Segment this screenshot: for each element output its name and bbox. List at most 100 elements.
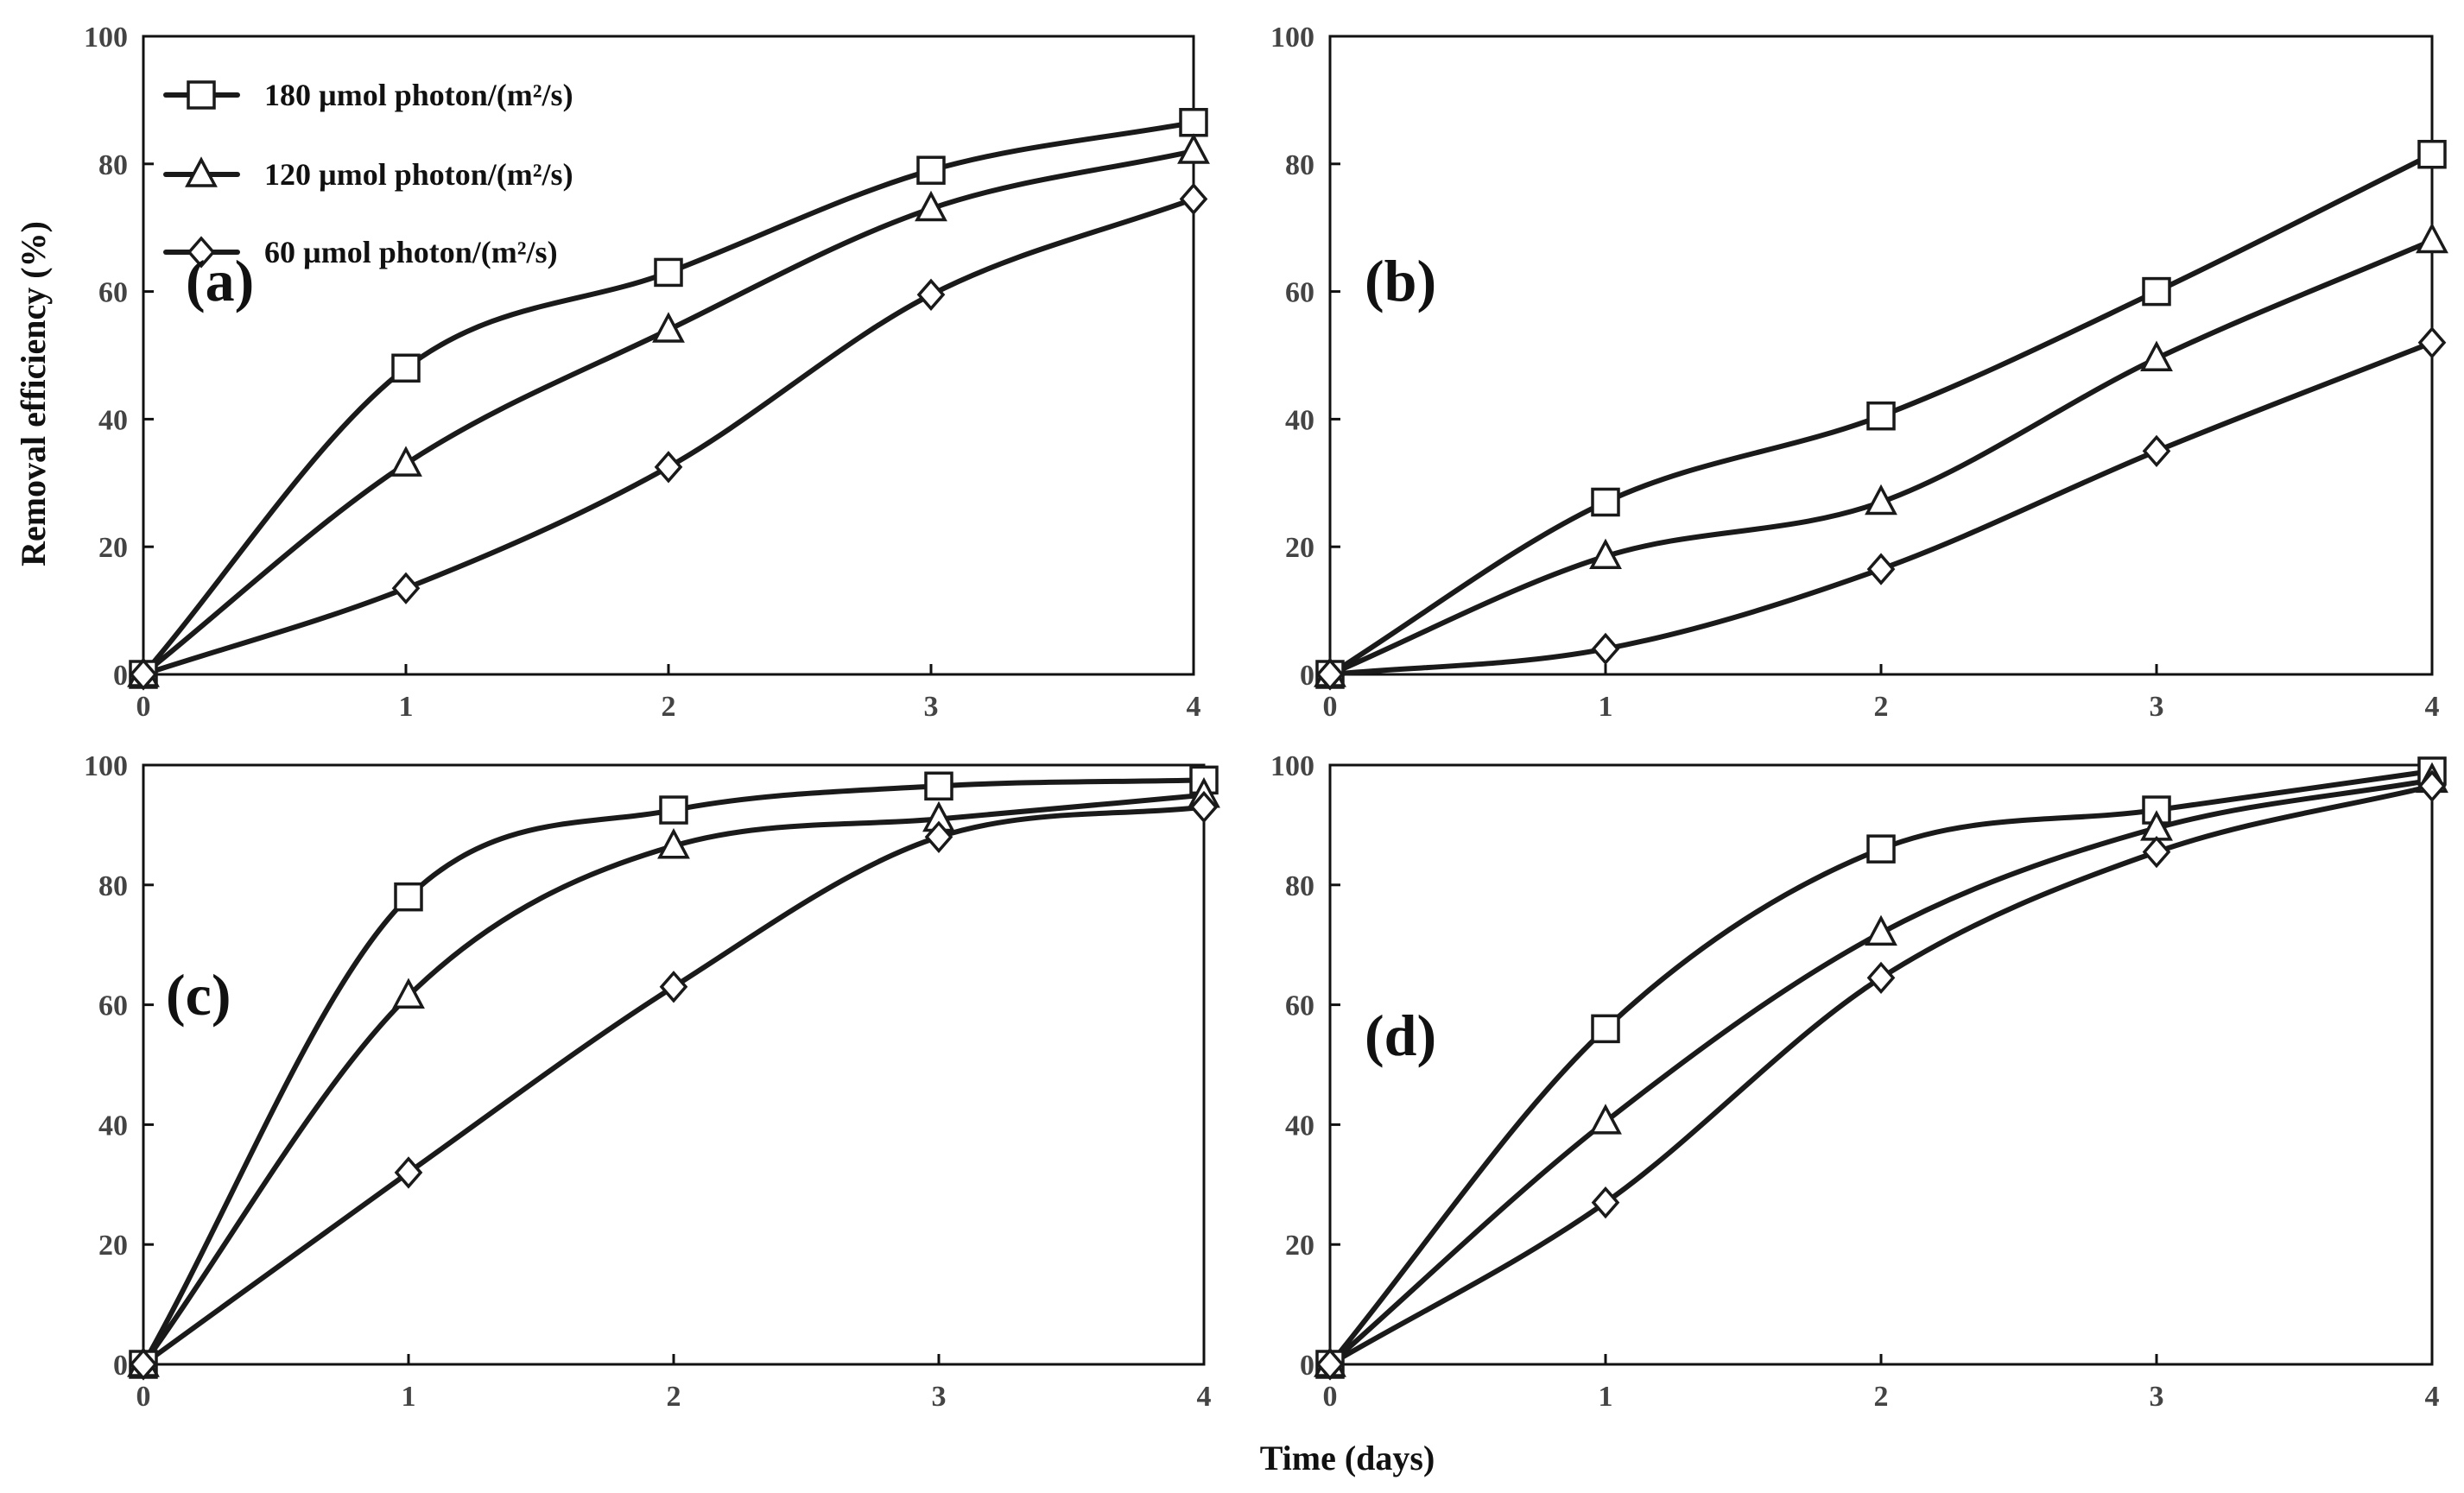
- data-point-square: [659, 795, 688, 825]
- x-tick-label: 0: [136, 691, 151, 723]
- y-tick-label: 0: [113, 660, 128, 692]
- data-point-diamond: [394, 1156, 423, 1189]
- square-marker: [187, 80, 216, 110]
- x-tick-label: 2: [1874, 1381, 1889, 1413]
- series-line-triangle: [1327, 237, 2435, 677]
- x-tick-label: 1: [1599, 691, 1613, 723]
- legend-item-60: 60 µmol photon/(m²/s): [163, 235, 558, 269]
- x-tick-label: 2: [1874, 691, 1889, 723]
- y-tick-label: 80: [1285, 870, 1314, 902]
- data-point-triangle: [1865, 914, 1897, 946]
- y-tick-label: 40: [1285, 404, 1314, 436]
- x-tick-label: 4: [1187, 691, 1201, 723]
- legend-diamond-marker: [187, 236, 216, 269]
- y-tick-label: 60: [98, 990, 128, 1022]
- y-tick-label: 40: [98, 1110, 128, 1142]
- legend-item-180: 180 µmol photon/(m²/s): [163, 78, 573, 112]
- triangle-marker: [185, 156, 218, 187]
- data-point-diamond: [924, 820, 953, 853]
- y-tick-label: 0: [113, 1350, 128, 1382]
- data-point-diamond: [2142, 835, 2171, 869]
- x-tick-label: 3: [924, 691, 939, 723]
- data-point-diamond: [391, 572, 421, 604]
- data-point-diamond: [129, 1348, 158, 1381]
- y-tick-label: 0: [1300, 660, 1314, 692]
- data-point-diamond: [1591, 1186, 1620, 1219]
- chart-panel-c: 0 20 40 60 80 100 0 1 2 3 4 (c): [84, 750, 1220, 1413]
- data-point-square: [654, 257, 683, 288]
- data-point-triangle: [915, 190, 947, 222]
- data-point-square: [1179, 108, 1208, 137]
- data-point-triangle: [2416, 222, 2448, 254]
- panel-label: (a): [186, 248, 254, 313]
- data-point-square: [394, 882, 423, 912]
- x-axis-title: Time (days): [1260, 1439, 1435, 1477]
- data-point-diamond: [1179, 182, 1208, 216]
- x-tick-label: 3: [2150, 691, 2164, 723]
- x-tick-label: 0: [136, 1381, 151, 1413]
- series-line-diamond: [141, 804, 1207, 1367]
- data-point-triangle: [1177, 133, 1210, 164]
- series-line-square: [141, 119, 1196, 677]
- legend-label: 60 µmol photon/(m²/s): [264, 235, 558, 269]
- y-tick-label: 20: [1285, 1230, 1314, 1262]
- data-point-triangle: [1589, 1104, 1622, 1135]
- panel-label: (c): [166, 962, 231, 1028]
- legend-item-120: 120 µmol photon/(m²/s): [163, 156, 573, 192]
- data-point-square: [391, 353, 421, 383]
- y-tick-label: 80: [98, 870, 128, 902]
- x-tick-label: 1: [1599, 1381, 1613, 1413]
- y-tick-label: 60: [98, 277, 128, 309]
- diamond-marker: [187, 236, 216, 269]
- series-line-triangle: [141, 149, 1196, 677]
- data-point-triangle: [2140, 340, 2173, 371]
- data-point-square: [2142, 276, 2171, 307]
- y-tick-label: 100: [1270, 750, 1314, 782]
- x-tick-label: 4: [2425, 691, 2440, 723]
- legend-label: 120 µmol photon/(m²/s): [264, 157, 573, 192]
- series-line-triangle: [141, 792, 1207, 1367]
- x-tick-label: 0: [1323, 1381, 1338, 1413]
- x-tick-label: 1: [399, 691, 414, 723]
- legend-triangle-marker: [185, 156, 218, 187]
- data-point-diamond: [129, 658, 158, 691]
- x-tick-label: 2: [662, 691, 676, 723]
- y-axis-title: Removal efficiency (%): [14, 221, 53, 566]
- chart-panel-d: 0 20 40 60 80 100 0 1 2 3 4 (d): [1270, 750, 2448, 1413]
- y-tick-label: 80: [1285, 149, 1314, 181]
- data-point-triangle: [652, 312, 685, 343]
- x-tick-label: 1: [402, 1381, 416, 1413]
- x-tick-label: 3: [2150, 1381, 2164, 1413]
- x-tick-label: 3: [932, 1381, 947, 1413]
- chart-panel-a: 0 20 40 60 80 100 0 1 2 3 4 (a): [84, 22, 1210, 723]
- y-tick-label: 40: [98, 404, 128, 436]
- x-tick-label: 2: [667, 1381, 681, 1413]
- y-tick-label: 100: [84, 22, 128, 54]
- data-point-square: [1591, 487, 1620, 517]
- data-point-diamond: [2417, 769, 2447, 802]
- legend-label: 180 µmol photon/(m²/s): [264, 78, 573, 112]
- data-point-triangle: [392, 977, 425, 1009]
- series-line-diamond: [1327, 783, 2435, 1367]
- x-tick-label: 4: [2425, 1381, 2440, 1413]
- chart-panel-b: 0 20 40 60 80 100 0 1 2 3 4 (b): [1270, 22, 2448, 723]
- data-point-diamond: [1591, 632, 1620, 666]
- data-point-diamond: [2417, 326, 2447, 359]
- y-tick-label: 100: [84, 750, 128, 782]
- data-point-triangle: [1589, 538, 1622, 570]
- y-tick-label: 80: [98, 149, 128, 181]
- data-point-square: [1866, 834, 1896, 864]
- y-tick-label: 40: [1285, 1110, 1314, 1142]
- panel-label: (d): [1365, 1003, 1436, 1068]
- data-point-diamond: [1866, 553, 1896, 585]
- data-point-square: [916, 155, 946, 185]
- data-point-diamond: [1315, 658, 1345, 691]
- data-point-diamond: [659, 971, 688, 1003]
- y-tick-label: 60: [1285, 277, 1314, 309]
- y-tick-label: 20: [98, 532, 128, 564]
- data-point-triangle: [1865, 484, 1897, 516]
- legend-square-marker: [187, 80, 216, 110]
- series-line-square: [1327, 768, 2435, 1367]
- data-point-diamond: [1189, 790, 1219, 824]
